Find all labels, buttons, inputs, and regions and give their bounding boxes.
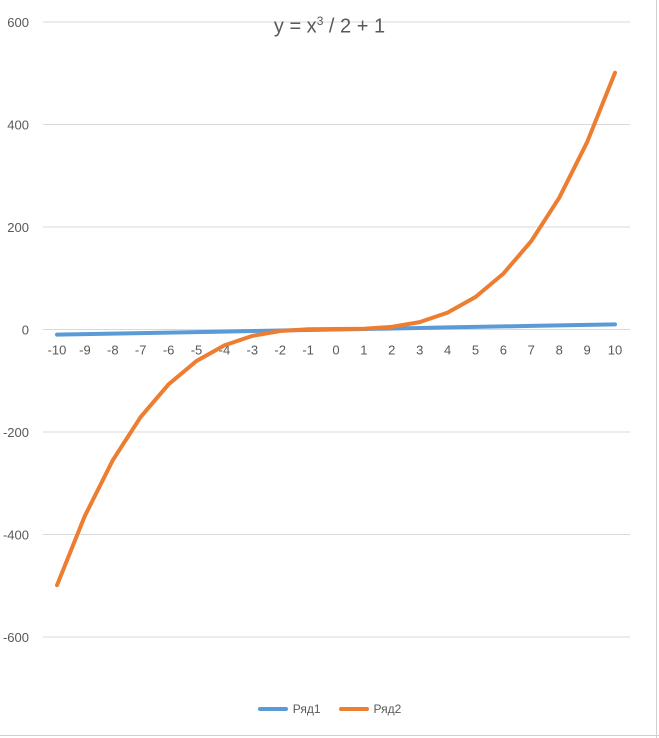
chart-title-exponent: 3 bbox=[316, 14, 324, 28]
legend-label-series-1: Ряд1 bbox=[292, 702, 321, 716]
y-tick-label: -200 bbox=[3, 425, 29, 440]
chart-title-rest: / 2 + 1 bbox=[323, 15, 386, 38]
x-tick-label: 2 bbox=[388, 343, 395, 358]
x-tick-label: -1 bbox=[302, 343, 314, 358]
y-tick-label: -600 bbox=[3, 630, 29, 645]
y-tick-label: 600 bbox=[7, 15, 29, 30]
x-tick-label: -4 bbox=[219, 343, 231, 358]
x-tick-label: -8 bbox=[107, 343, 119, 358]
legend: Ряд1 Ряд2 bbox=[0, 702, 659, 716]
x-tick-label: -6 bbox=[163, 343, 175, 358]
x-tick-label: 1 bbox=[360, 343, 367, 358]
legend-item-series-2: Ряд2 bbox=[338, 702, 402, 716]
chart-title: y = x3 / 2 + 1 bbox=[0, 14, 659, 39]
y-tick-label: 400 bbox=[7, 118, 29, 133]
series-line-2 bbox=[55, 70, 617, 588]
legend-item-series-1: Ряд1 bbox=[257, 702, 321, 716]
x-tick-label: 6 bbox=[500, 343, 507, 358]
y-tick-label: -400 bbox=[3, 528, 29, 543]
chart-title-base: y = x bbox=[273, 15, 317, 38]
x-tick-label: -10 bbox=[48, 343, 67, 358]
x-tick-label: 7 bbox=[528, 343, 535, 358]
chart-border-right bbox=[656, 0, 657, 738]
legend-swatch-series-2 bbox=[338, 707, 369, 711]
y-tick-label: 0 bbox=[22, 323, 29, 338]
x-tick-label: 10 bbox=[608, 343, 622, 358]
x-tick-label: -2 bbox=[274, 343, 286, 358]
x-tick-label: 3 bbox=[416, 343, 423, 358]
legend-swatch-series-1 bbox=[257, 707, 288, 711]
x-tick-label: -7 bbox=[135, 343, 147, 358]
x-tick-label: 5 bbox=[472, 343, 479, 358]
legend-label-series-2: Ряд2 bbox=[373, 702, 402, 716]
chart-border-bottom bbox=[0, 735, 659, 736]
x-tick-label: 8 bbox=[556, 343, 563, 358]
y-tick-label: 200 bbox=[7, 220, 29, 235]
x-tick-label: -3 bbox=[247, 343, 259, 358]
x-tick-label: 0 bbox=[332, 343, 339, 358]
x-tick-label: 4 bbox=[444, 343, 451, 358]
x-tick-label: -5 bbox=[191, 343, 203, 358]
x-tick-label: 9 bbox=[583, 343, 590, 358]
x-tick-label: -9 bbox=[79, 343, 91, 358]
